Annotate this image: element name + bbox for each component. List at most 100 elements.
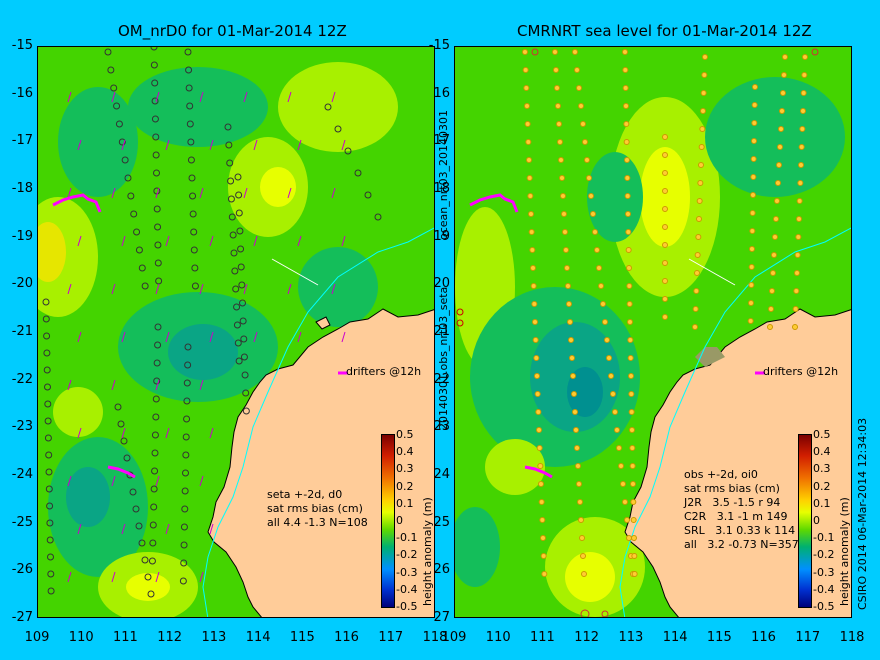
drifter-arrow (331, 283, 336, 295)
observation-marker (540, 553, 547, 559)
drifter-arrow (297, 139, 302, 151)
observation-marker (794, 252, 801, 258)
drifter-arrow (165, 427, 170, 439)
observation-marker (534, 373, 540, 379)
observation-marker (774, 198, 780, 204)
observation-marker (528, 229, 535, 235)
drifter-arrow (77, 427, 82, 439)
credit-label: CSIRO 2014 06-Mar-2014 12:34:03 (856, 417, 869, 610)
observation-marker (118, 138, 126, 146)
drifter-arrow (77, 523, 82, 535)
observation-marker (234, 339, 242, 347)
observation-marker (627, 337, 634, 343)
latitude-tick: -16 (11, 85, 33, 101)
observation-marker (135, 246, 143, 254)
observation-marker (121, 156, 129, 164)
observation-marker (150, 485, 158, 493)
observation-marker (602, 319, 608, 325)
drifter-track (52, 193, 102, 213)
drifter-arrow (199, 571, 204, 583)
drifter-arrow (77, 235, 82, 247)
drifter-arrow (121, 235, 126, 247)
observation-marker (235, 209, 243, 217)
colorbar-tick: 0 (813, 514, 820, 527)
observation-marker (797, 180, 804, 186)
observation-marker (228, 213, 236, 221)
drifter-arrow (165, 331, 170, 343)
observation-marker (567, 319, 573, 325)
observation-marker (152, 413, 160, 421)
observation-marker (558, 157, 564, 163)
island (315, 316, 331, 330)
observation-marker (775, 180, 781, 186)
observation-marker (522, 67, 529, 73)
observation-marker (536, 427, 542, 433)
observation-marker (528, 211, 534, 217)
observation-marker (154, 241, 162, 249)
observation-marker (747, 318, 754, 324)
observation-marker (572, 49, 578, 55)
latitude-tick: -23 (11, 419, 33, 435)
observation-marker (132, 505, 140, 513)
longitude-tick: 112 (574, 630, 600, 645)
observation-marker (46, 502, 54, 510)
observation-marker (610, 391, 616, 397)
observation-marker (110, 84, 118, 92)
colorbar-tick: -0.4 (396, 582, 418, 596)
observation-marker (147, 590, 155, 598)
observation-marker (185, 66, 193, 74)
drifter-arrow (199, 283, 204, 295)
observation-marker (530, 265, 536, 271)
observation-marker (113, 102, 121, 110)
drifter-arrow (243, 283, 248, 295)
observation-marker (189, 192, 197, 200)
observation-marker (46, 519, 54, 527)
observation-marker (618, 463, 624, 469)
colorbar-tick: -0.2 (396, 548, 418, 562)
observation-marker (535, 409, 542, 415)
observation-marker (149, 521, 157, 529)
drifter-arrow (209, 523, 214, 535)
drifter-arrow (155, 571, 160, 583)
observation-marker (630, 499, 637, 505)
observation-marker (151, 431, 159, 439)
observation-marker (532, 337, 539, 343)
observation-marker (184, 343, 192, 351)
observation-marker (750, 192, 756, 198)
observation-marker (227, 195, 235, 203)
longitude-tick: 117 (378, 630, 404, 645)
observation-marker (241, 371, 249, 379)
observation-marker (631, 535, 637, 541)
observation-marker (185, 84, 193, 92)
latitude-tick: -21 (11, 324, 33, 339)
observation-marker (692, 306, 699, 312)
observation-marker (625, 229, 632, 235)
right-colorbar-label: height anomaly (m) (838, 497, 851, 606)
longitude-tick: 116 (751, 630, 776, 645)
colorbar-tick: 0.1 (396, 496, 414, 510)
longitude-tick: 116 (334, 630, 359, 645)
drifter-arrow (331, 187, 336, 199)
observation-marker (700, 90, 707, 96)
observation-marker (186, 102, 194, 110)
observation-marker (186, 120, 194, 128)
colorbar-tick: -0.1 (813, 531, 835, 545)
observation-marker (148, 557, 156, 565)
observation-marker (608, 373, 614, 379)
observation-marker (798, 162, 804, 168)
drifter-arrow (67, 91, 72, 103)
observation-marker (781, 72, 787, 78)
colorbar-tick: 0.3 (813, 462, 831, 476)
observation-marker (571, 391, 577, 397)
observation-marker (623, 103, 629, 109)
observation-marker (811, 48, 819, 56)
observation-marker (562, 229, 568, 235)
longitude-tick: 111 (113, 630, 138, 645)
observation-marker (767, 324, 773, 330)
observation-marker (227, 177, 235, 185)
observation-marker (626, 283, 633, 289)
observation-marker (231, 267, 239, 275)
observation-marker (232, 285, 240, 293)
drifter-arrow (253, 331, 258, 343)
observation-marker (525, 139, 532, 145)
